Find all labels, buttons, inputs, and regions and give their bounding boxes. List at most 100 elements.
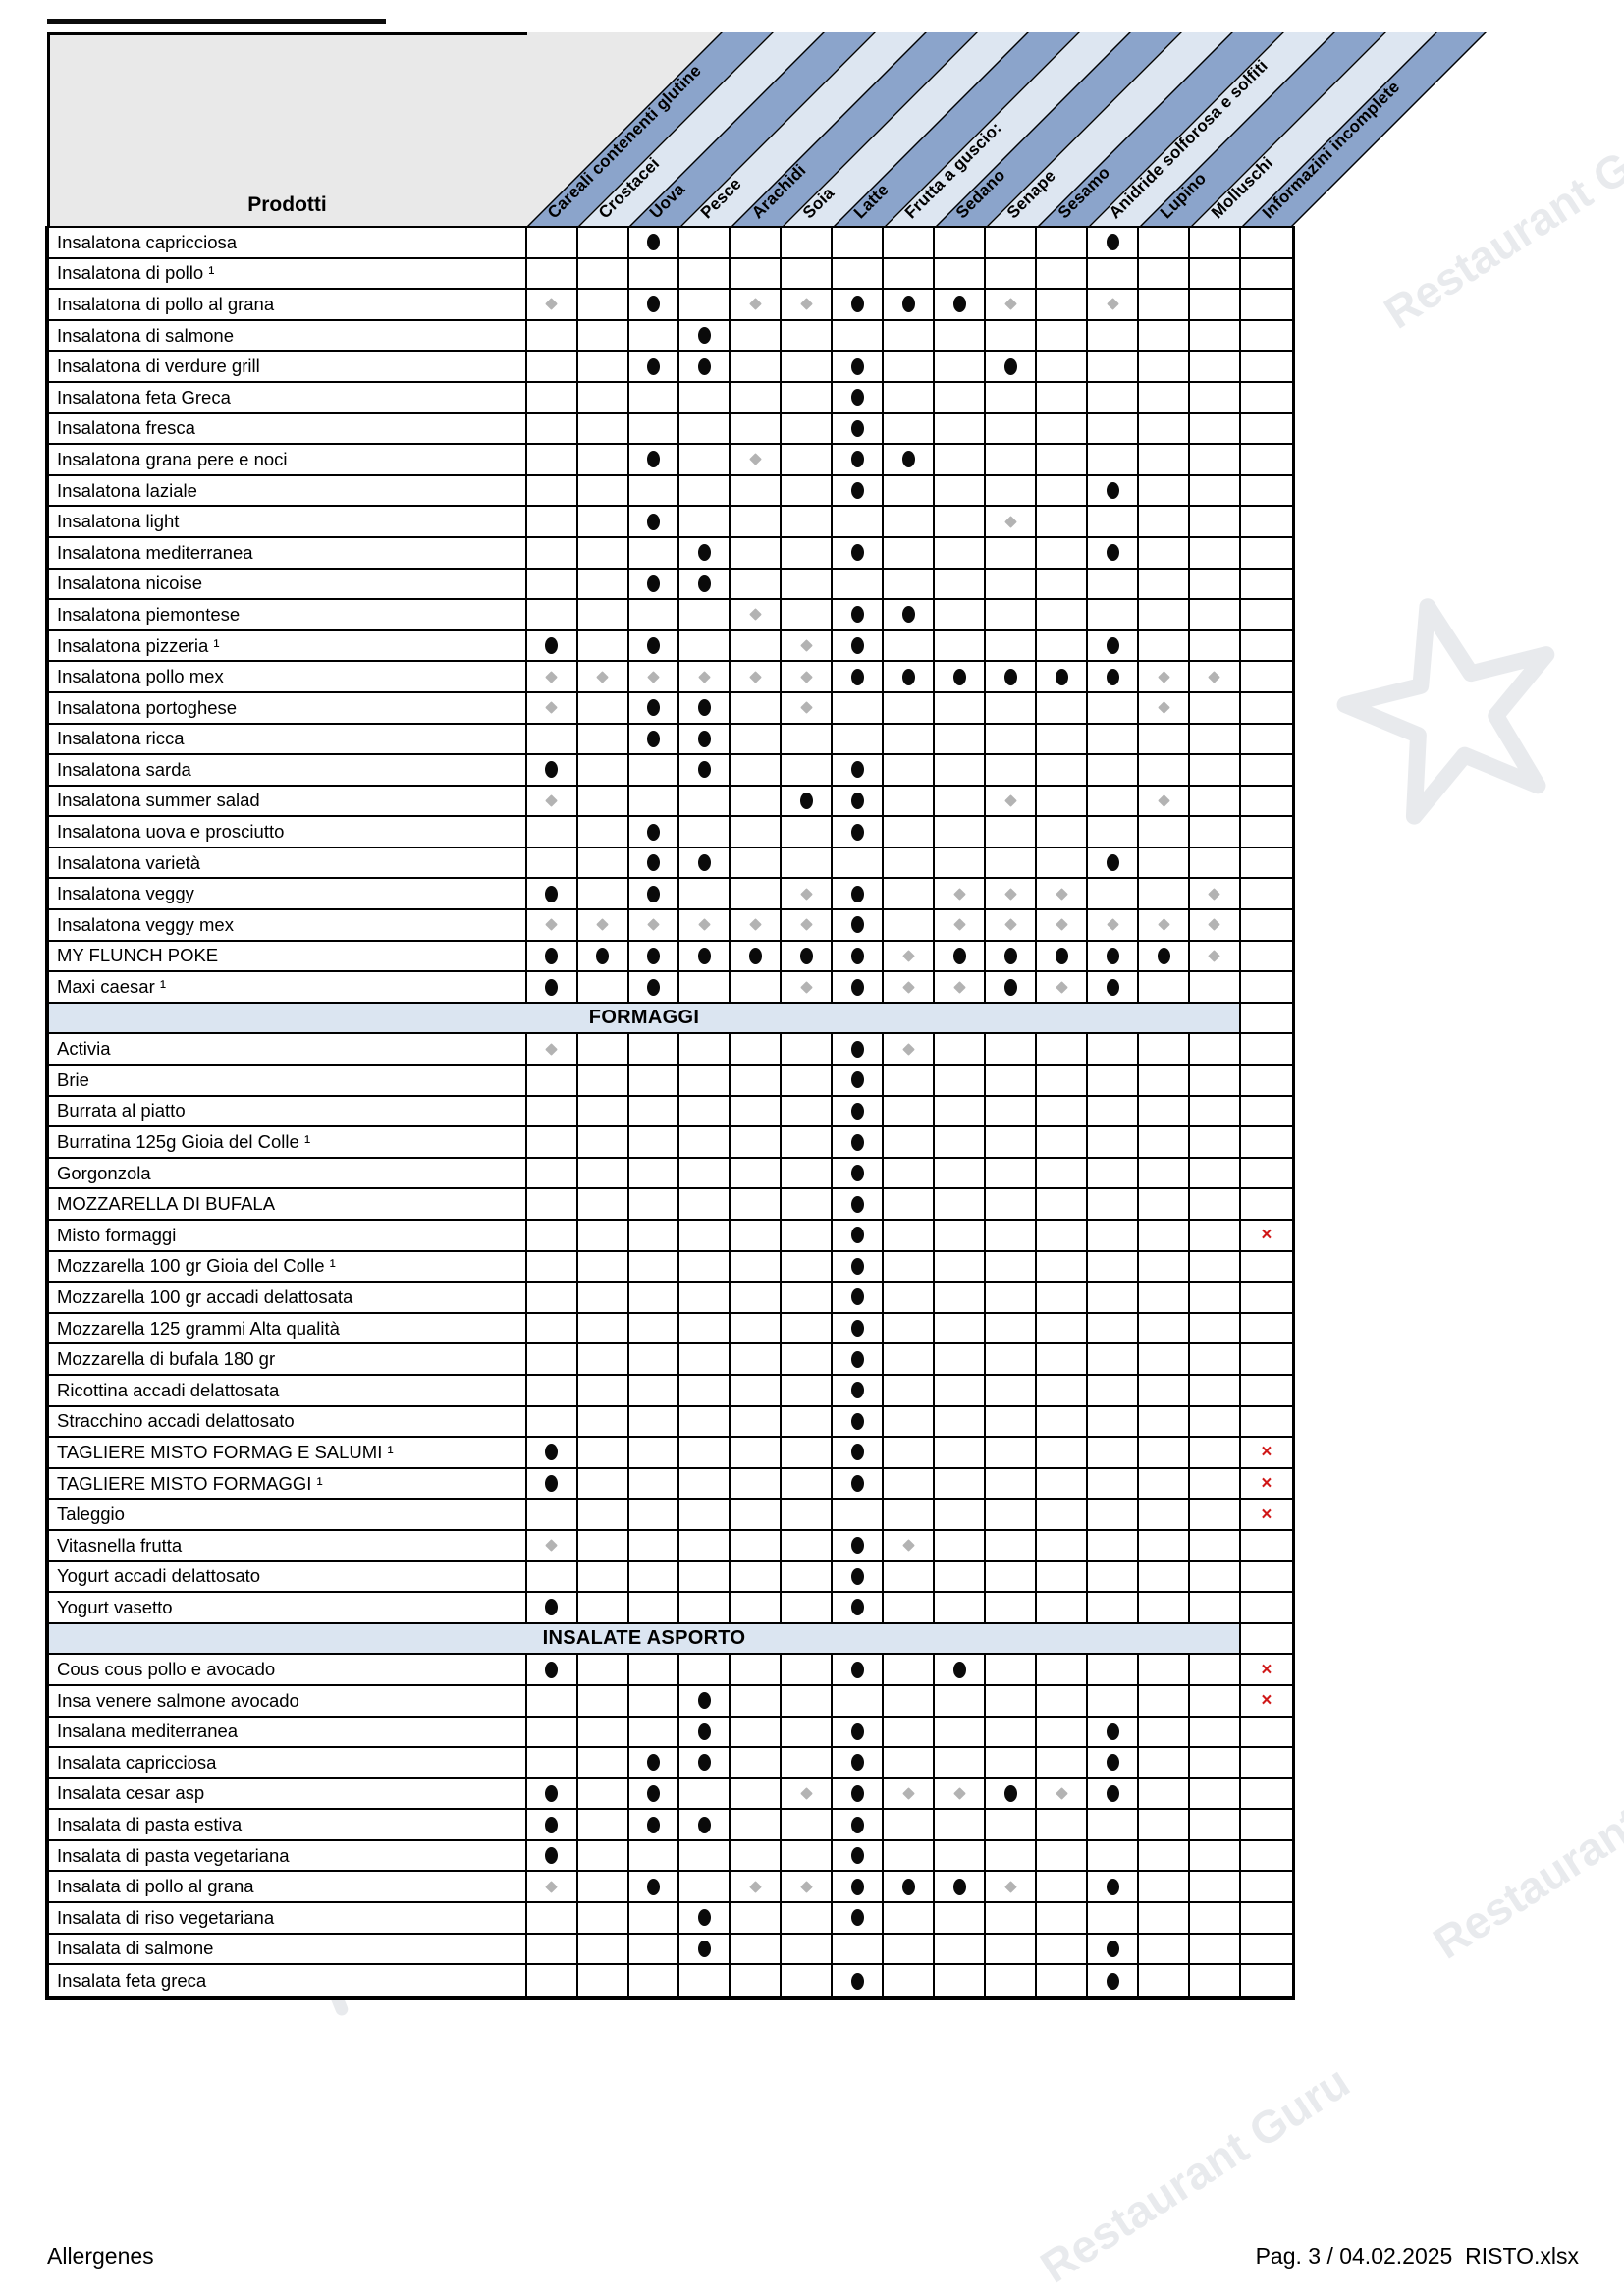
allergen-cell — [578, 1840, 629, 1871]
allergen-present-dot-icon — [850, 637, 864, 655]
allergen-present-dot-icon — [850, 1784, 864, 1802]
allergen-cell — [527, 320, 578, 351]
allergen-cell — [527, 1283, 578, 1312]
allergen-cell — [884, 1840, 936, 1871]
allergen-cell — [833, 320, 885, 351]
allergen-column-headers: Careali contenenti glutine Crostacei Uova P… — [525, 32, 1489, 228]
allergen-present-dot-icon — [646, 730, 660, 747]
allergen-cell — [1037, 569, 1089, 599]
allergen-cell — [578, 507, 629, 536]
allergen-cell — [935, 1934, 987, 1964]
allergen-cell — [1037, 1251, 1089, 1282]
allergen-cell — [1139, 1840, 1190, 1871]
allergen-present-dot-icon — [850, 1599, 864, 1616]
allergen-cell — [1139, 600, 1190, 629]
allergen-cell — [935, 1283, 987, 1312]
allergen-cell — [1088, 290, 1140, 319]
allergen-present-dot-icon — [646, 1784, 660, 1802]
allergen-cell — [986, 1934, 1038, 1964]
allergen-cell — [1139, 1500, 1190, 1529]
allergen-present-dot-icon — [697, 1909, 711, 1927]
allergen-cell — [679, 1934, 731, 1964]
allergen-cell — [986, 1717, 1038, 1747]
allergen-cell — [527, 445, 578, 474]
allergen-trace-icon — [1106, 918, 1119, 932]
allergen-cell — [1139, 847, 1190, 878]
allergen-cell — [527, 1685, 578, 1716]
table-row: Yogurt vasetto — [49, 1593, 1292, 1624]
allergen-cell — [782, 258, 834, 289]
allergen-present-dot-icon — [850, 1227, 864, 1244]
allergen-cell — [833, 724, 885, 754]
allergen-cell — [1241, 1935, 1292, 1964]
incomplete-info-x-icon: × — [1261, 1473, 1272, 1495]
allergen-cell — [986, 1778, 1038, 1809]
allergen-table: Insalatona capricciosa Insalatona di poll… — [45, 226, 1295, 2000]
allergen-cell — [1241, 1593, 1292, 1622]
allergen-cell — [1088, 1717, 1140, 1747]
allergen-cell — [629, 320, 680, 351]
allergen-present-dot-icon — [1106, 1784, 1119, 1802]
allergen-cell — [986, 445, 1038, 474]
table-row: TAGLIERE MISTO FORMAG E SALUMI ¹ × — [49, 1438, 1292, 1469]
allergen-cell — [1190, 1748, 1241, 1777]
allergen-cell — [679, 1810, 731, 1839]
allergen-cell — [1241, 290, 1292, 319]
allergen-cell — [1037, 817, 1089, 847]
allergen-cell — [1037, 755, 1089, 785]
allergen-cell — [884, 1221, 936, 1250]
allergen-cell — [527, 941, 578, 971]
allergen-cell — [986, 290, 1038, 319]
allergen-cell — [731, 1965, 783, 1996]
allergen-present-dot-icon — [1106, 1878, 1119, 1895]
allergen-cell — [1139, 1375, 1190, 1405]
allergen-cell — [1037, 1530, 1089, 1560]
allergen-cell — [1139, 1096, 1190, 1126]
allergen-trace-icon — [749, 1880, 762, 1893]
allergen-cell — [578, 972, 629, 1002]
allergen-cell — [1190, 537, 1241, 568]
allergen-cell — [935, 507, 987, 536]
allergen-cell — [833, 1406, 885, 1437]
allergen-cell — [629, 1189, 680, 1219]
allergen-cell — [884, 1375, 936, 1405]
allergen-cell — [629, 1530, 680, 1560]
allergen-cell — [527, 1810, 578, 1839]
allergen-cell — [629, 1561, 680, 1592]
allergen-cell — [884, 537, 936, 568]
table-row: Stracchino accadi delattosato — [49, 1406, 1292, 1439]
allergen-present-dot-icon — [850, 1754, 864, 1772]
allergen-cell — [884, 662, 936, 691]
table-row: MY FLUNCH POKE — [49, 941, 1292, 973]
allergen-cell — [679, 1965, 731, 1996]
allergen-present-dot-icon — [850, 823, 864, 841]
allergen-cell — [527, 228, 578, 257]
allergen-trace-icon — [1208, 887, 1221, 901]
allergen-cell — [1190, 1283, 1241, 1312]
allergen-cell — [833, 1655, 885, 1684]
allergen-cell — [986, 1903, 1038, 1933]
allergen-cell — [629, 1375, 680, 1405]
allergen-cell — [679, 1034, 731, 1065]
allergen-cell — [629, 1344, 680, 1374]
allergen-cell — [629, 569, 680, 599]
allergen-cell — [679, 630, 731, 661]
allergen-cell — [884, 352, 936, 381]
table-row: Brie — [49, 1066, 1292, 1097]
allergen-cell — [986, 630, 1038, 661]
allergen-cell — [629, 600, 680, 629]
allergen-cell — [1088, 1158, 1140, 1188]
allergen-trace-icon — [799, 298, 813, 311]
allergen-cell: × — [1241, 1438, 1292, 1467]
allergen-present-dot-icon — [850, 451, 864, 468]
product-name: Insalatona veggy mex — [49, 910, 527, 940]
allergen-cell — [629, 1810, 680, 1839]
allergen-cell — [833, 258, 885, 289]
allergen-cell — [935, 1778, 987, 1809]
allergen-cell — [986, 1748, 1038, 1777]
product-name: Ricottina accadi delattosata — [49, 1375, 527, 1405]
allergen-cell — [1139, 1034, 1190, 1065]
allergen-cell — [1190, 445, 1241, 474]
allergen-cell — [833, 413, 885, 444]
allergen-cell — [884, 1313, 936, 1343]
